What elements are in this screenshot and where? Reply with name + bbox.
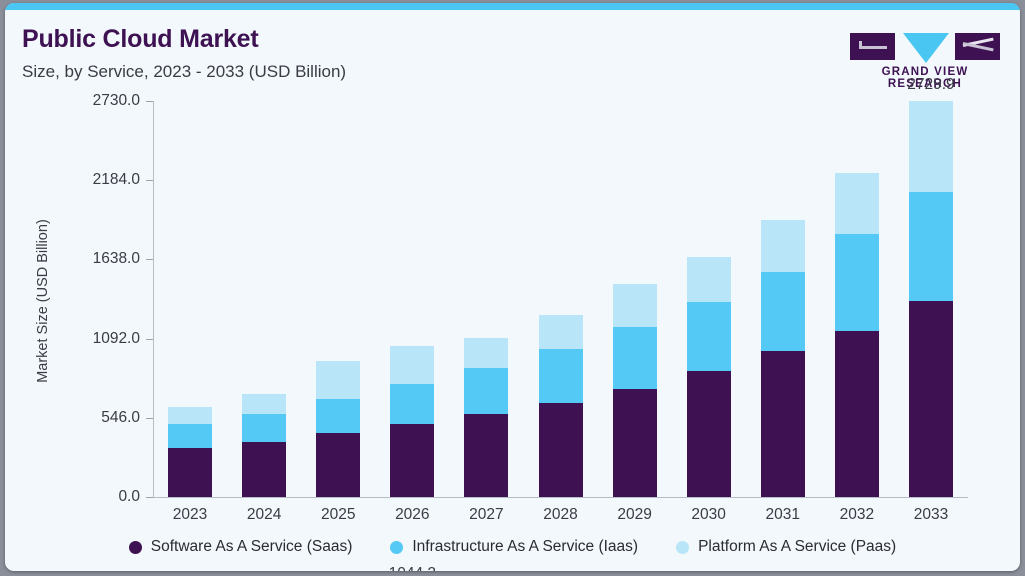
bar-segment-2029-s2[interactable] [612, 284, 657, 327]
bar-group-2024[interactable] [242, 393, 287, 497]
y-axis-tick-mark [146, 338, 153, 340]
bar-segment-2026-s2[interactable] [390, 345, 435, 384]
bar-segment-2028-s2[interactable] [538, 315, 583, 350]
chart-header: Public Cloud Market Size, by Service, 20… [5, 10, 1020, 90]
y-axis-tick-mark [146, 417, 153, 419]
grand-view-research-logo: GRAND VIEW RESEARCH [850, 30, 1000, 90]
bar-segment-2033-s1[interactable] [908, 191, 953, 302]
legend-label: Platform As A Service (Paas) [698, 538, 897, 555]
chart-legend: Software As A Service (Saas) Infrastructu… [5, 538, 1020, 556]
bar-segment-2029-s0[interactable] [612, 388, 657, 497]
bar-group-2032[interactable] [834, 172, 879, 497]
x-axis-tick-2027: 2027 [469, 506, 504, 523]
bar-segment-2027-s1[interactable] [464, 367, 509, 415]
bar-segment-2027-s0[interactable] [464, 414, 509, 497]
bar-segment-2023-s2[interactable] [168, 407, 213, 424]
legend-label: Software As A Service (Saas) [150, 538, 353, 555]
x-axis-tick-2026: 2026 [395, 506, 430, 523]
y-axis-tick-label: 1092.0 [92, 329, 140, 347]
logo-marks [850, 30, 1000, 63]
bar-segment-2033-s2[interactable] [908, 101, 953, 192]
top-accent-bar [5, 3, 1020, 10]
x-axis-tick-2032: 2032 [839, 506, 875, 523]
y-axis-tick-mark [146, 497, 153, 498]
x-axis-tick-2031: 2031 [765, 506, 800, 523]
x-axis-tick-2023: 2023 [172, 506, 208, 523]
legend-label: Infrastructure As A Service (Iaas) [412, 538, 639, 555]
page-subtitle: Size, by Service, 2023 - 2033 (USD Billi… [22, 62, 347, 81]
bar-segment-2026-s1[interactable] [390, 383, 435, 424]
chart-card: Public Cloud Market Size, by Service, 20… [5, 3, 1020, 571]
bar-group-2025[interactable]: 935.7 [316, 361, 361, 497]
x-axis-tick-2028: 2028 [543, 506, 578, 523]
page-title: Public Cloud Market [22, 25, 259, 53]
y-axis-tick-mark [146, 180, 153, 182]
bar-group-2027[interactable] [464, 337, 509, 497]
bar-group-2030[interactable] [686, 256, 731, 497]
bar-segment-2024-s1[interactable] [242, 413, 287, 442]
bar-segment-2030-s2[interactable] [686, 256, 731, 302]
bar-segment-2024-s0[interactable] [242, 441, 287, 497]
bar-segment-2032-s2[interactable] [834, 172, 879, 235]
bar-segment-2031-s0[interactable] [760, 350, 805, 497]
logo-v-icon [903, 33, 949, 63]
logo-r-icon [955, 33, 1000, 60]
x-axis-tick-2033: 2033 [913, 506, 949, 523]
bar-segment-2032-s1[interactable] [834, 234, 879, 331]
bar-group-2029[interactable] [612, 284, 657, 497]
legend-swatch-icon [128, 540, 142, 554]
legend-item-1[interactable]: Infrastructure As A Service (Iaas) [390, 538, 638, 556]
y-axis-tick-label: 0.0 [118, 488, 140, 505]
bar-segment-2025-s1[interactable] [316, 398, 361, 433]
x-axis-line [153, 497, 968, 498]
y-axis-tick-label: 2730.0 [92, 92, 140, 109]
bar-segment-2030-s0[interactable] [686, 370, 731, 497]
bar-segment-2023-s1[interactable] [168, 423, 213, 449]
y-axis-tick-label: 2184.0 [92, 171, 140, 189]
logo-g-icon [850, 33, 895, 60]
bar-segment-2024-s2[interactable] [242, 393, 287, 414]
x-axis-tick-2025: 2025 [320, 506, 356, 523]
bar-segment-2029-s1[interactable] [612, 326, 657, 389]
logo-text: GRAND VIEW RESEARCH [881, 66, 969, 90]
x-axis-tick-2024: 2024 [246, 506, 282, 523]
legend-item-2[interactable]: Platform As A Service (Paas) [676, 538, 896, 556]
bar-segment-2026-s0[interactable] [390, 423, 435, 497]
bar-group-2026[interactable]: 1044.2 [389, 345, 436, 571]
bar-segment-2027-s2[interactable] [464, 337, 509, 368]
bar-group-2031[interactable] [760, 220, 805, 497]
y-axis-tick-label: 1638.0 [92, 250, 140, 268]
bar-segment-2031-s1[interactable] [760, 272, 805, 351]
legend-item-0[interactable]: Software As A Service (Saas) [128, 538, 353, 556]
bar-series-container: 935.7 1044.2 2729.9 [153, 76, 968, 571]
chart-plot-area: Market Size (USD Billion) 0.0 546.0 1092.0… [5, 3, 1020, 571]
bar-group-2023[interactable] [168, 407, 213, 497]
bar-segment-2028-s1[interactable] [538, 349, 583, 404]
x-axis-tick-2030: 2030 [691, 506, 726, 523]
bar-segment-2028-s0[interactable] [538, 403, 583, 497]
bar-group-2033[interactable]: 2729.9 [907, 76, 955, 497]
bar-segment-2025-s2[interactable] [316, 361, 361, 399]
bar-segment-2025-s0[interactable] [316, 432, 361, 497]
bar-segment-2032-s0[interactable] [834, 330, 879, 497]
y-axis-title: Market Size (USD Billion) [35, 219, 51, 383]
bar-segment-2030-s1[interactable] [686, 301, 731, 371]
legend-swatch-icon [390, 540, 404, 554]
bar-segment-2023-s0[interactable] [168, 448, 213, 497]
bar-value-label-2033: 2729.9 [907, 76, 955, 94]
bar-value-label-2026: 1044.2 [389, 565, 436, 571]
legend-swatch-icon [676, 540, 690, 554]
x-axis-tick-2029: 2029 [617, 506, 652, 523]
y-axis-line [153, 101, 154, 497]
bar-segment-2033-s0[interactable] [908, 301, 953, 497]
bar-group-2028[interactable] [538, 315, 583, 497]
bar-segment-2031-s2[interactable] [760, 220, 805, 273]
y-axis-tick-mark [146, 259, 153, 261]
y-axis-tick-label: 546.0 [101, 408, 140, 426]
y-axis-tick-mark [146, 101, 153, 102]
